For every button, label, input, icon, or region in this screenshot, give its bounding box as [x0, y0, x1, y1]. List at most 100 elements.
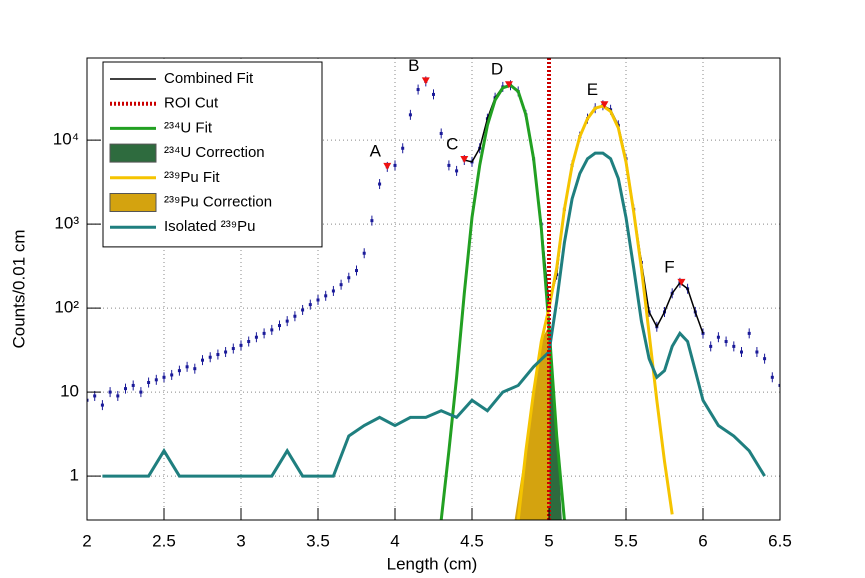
data-point [224, 350, 228, 354]
legend-swatch [109, 143, 157, 163]
peak-marker [460, 155, 469, 163]
data-point [716, 335, 720, 339]
data-point [208, 355, 212, 359]
legend-label: Combined Fit [164, 70, 254, 87]
x-tick-label: 3 [236, 531, 245, 550]
data-point [278, 324, 281, 328]
data-point [339, 283, 343, 287]
y-tick-label: 1 [70, 466, 79, 485]
peak-label: B [408, 56, 419, 75]
data-point [93, 394, 97, 398]
data-point [439, 131, 443, 135]
legend-label: ²³⁴U Correction [164, 144, 265, 161]
data-point [755, 350, 759, 354]
data-point [270, 328, 274, 332]
data-point [201, 358, 204, 362]
x-tick-label: 3.5 [306, 531, 330, 550]
data-point [416, 88, 420, 92]
frame [86, 57, 781, 521]
y-tick-label: 10⁴ [53, 130, 79, 149]
data-point [747, 331, 751, 335]
data-point [108, 390, 112, 394]
data-point [154, 378, 158, 382]
legend-label: ²³⁴U Fit [164, 119, 213, 136]
data-point [378, 182, 382, 186]
peak-label: F [664, 257, 674, 276]
legend-label: ²³⁹Pu Correction [164, 193, 272, 210]
data-point [87, 398, 89, 402]
peak-marker [600, 101, 609, 109]
x-tick-label: 2.5 [152, 531, 176, 550]
data-point [455, 169, 459, 173]
x-tick-label: 4.5 [460, 531, 484, 550]
x-tick-label: 5.5 [614, 531, 638, 550]
y-tick-label: 10² [54, 298, 79, 317]
data-point [709, 344, 713, 348]
data-point [124, 387, 127, 391]
plot [87, 58, 780, 520]
legend-label: Isolated ²³⁹Pu [164, 218, 255, 235]
data-point [170, 373, 174, 377]
peak-label: E [587, 80, 598, 99]
data-point [239, 343, 243, 347]
data-point [116, 394, 120, 398]
legend: Combined Fit ROI Cut ²³⁴U Fit ²³⁴U Correcti… [102, 61, 323, 248]
peak-label: A [370, 141, 382, 160]
peak-marker [504, 81, 513, 89]
data-point [231, 347, 235, 351]
peak-marker [383, 162, 392, 170]
data-point [347, 276, 351, 280]
data-point [216, 353, 220, 357]
data-point [185, 365, 189, 369]
data-point [362, 251, 366, 255]
data-point [370, 219, 374, 223]
data-point [778, 383, 780, 387]
legend-swatch [109, 193, 157, 212]
x-tick-label: 6 [698, 531, 707, 550]
peak-marker [677, 278, 686, 286]
data-point [177, 369, 181, 373]
x-tick-label: 6.5 [768, 531, 792, 550]
data-point [100, 403, 104, 407]
data-point [308, 303, 312, 307]
y-tick-label: 10³ [54, 214, 79, 233]
data-point [401, 146, 405, 150]
data-point [724, 340, 728, 344]
data-point [408, 113, 412, 117]
data-point [254, 335, 258, 339]
data-point [740, 350, 743, 354]
y-tick-label: 10 [60, 382, 79, 401]
data-point [293, 314, 297, 318]
data-point [262, 331, 266, 335]
peak-label: C [446, 134, 458, 153]
legend-label: ROI Cut [164, 95, 219, 112]
data-point [763, 357, 767, 361]
data-point [285, 319, 289, 323]
fit-line [102, 151, 766, 478]
data-point [139, 390, 143, 394]
data-point [193, 367, 197, 371]
peak-marker [421, 77, 430, 85]
data-point [324, 294, 328, 298]
x-axis-label: Length (cm) [387, 554, 478, 573]
x-tick-label: 4 [390, 531, 399, 550]
data-point [732, 344, 736, 348]
y-axis-label: Counts/0.01 cm [9, 229, 28, 348]
data-point [770, 375, 774, 379]
data-point [331, 289, 335, 293]
legend-label: ²³⁹Pu Fit [164, 169, 220, 186]
data-point [301, 308, 305, 312]
data-point [447, 163, 451, 167]
fit-line [439, 83, 566, 520]
data-point [247, 340, 251, 344]
x-tick-label: 5 [544, 531, 553, 550]
data-point [147, 381, 151, 385]
x-tick-label: 2 [82, 531, 91, 550]
data-point [393, 163, 397, 167]
data-point [162, 375, 166, 379]
axes: 2 2.5 3 3.5 4 4.5 5 5.5 6 6.5 1 10 10² 10³ 10⁴ A B C D E F [53, 56, 792, 551]
data-point [316, 298, 320, 302]
data-point [355, 269, 358, 273]
data-point [131, 383, 135, 387]
